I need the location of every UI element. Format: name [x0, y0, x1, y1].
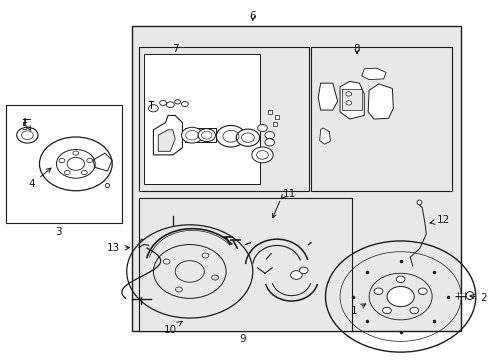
Circle shape: [251, 147, 273, 163]
Text: 12: 12: [429, 215, 449, 225]
Polygon shape: [339, 81, 364, 119]
Circle shape: [216, 126, 245, 147]
Text: 9: 9: [239, 333, 246, 343]
Circle shape: [290, 271, 302, 279]
Polygon shape: [367, 84, 392, 119]
Circle shape: [64, 170, 70, 175]
Circle shape: [409, 307, 418, 314]
Polygon shape: [318, 83, 337, 110]
Circle shape: [73, 151, 79, 155]
Circle shape: [198, 129, 215, 141]
Circle shape: [81, 170, 87, 175]
Bar: [310, 47, 450, 191]
Bar: [184, 128, 216, 142]
Text: 13: 13: [107, 243, 129, 253]
Bar: [131, 26, 460, 330]
Polygon shape: [153, 116, 182, 155]
Polygon shape: [319, 128, 330, 144]
Text: 8: 8: [353, 44, 360, 54]
Circle shape: [382, 307, 390, 314]
Circle shape: [299, 267, 307, 274]
Circle shape: [67, 157, 84, 170]
Bar: [143, 54, 260, 184]
Polygon shape: [158, 130, 175, 151]
Circle shape: [345, 101, 351, 105]
Text: 11: 11: [282, 189, 295, 199]
Text: 6: 6: [249, 11, 256, 21]
Polygon shape: [361, 68, 386, 80]
Text: 2: 2: [469, 293, 486, 303]
Bar: [5, 105, 122, 223]
Text: 10: 10: [163, 321, 182, 335]
Text: 7: 7: [172, 44, 178, 54]
Circle shape: [386, 287, 413, 307]
Bar: [139, 47, 308, 191]
Circle shape: [86, 158, 92, 163]
Text: 1: 1: [350, 304, 365, 316]
Circle shape: [373, 288, 382, 294]
Text: 4: 4: [29, 168, 51, 189]
Circle shape: [395, 276, 404, 283]
Circle shape: [59, 158, 65, 163]
Bar: [139, 198, 351, 330]
Circle shape: [236, 129, 259, 146]
Bar: [342, 89, 361, 110]
Circle shape: [264, 139, 274, 146]
Ellipse shape: [465, 292, 473, 300]
Text: 3: 3: [56, 227, 62, 237]
Circle shape: [418, 288, 426, 294]
Circle shape: [345, 92, 351, 96]
Text: 5: 5: [21, 122, 28, 132]
Circle shape: [257, 125, 267, 132]
Circle shape: [181, 127, 203, 143]
Circle shape: [264, 132, 274, 139]
